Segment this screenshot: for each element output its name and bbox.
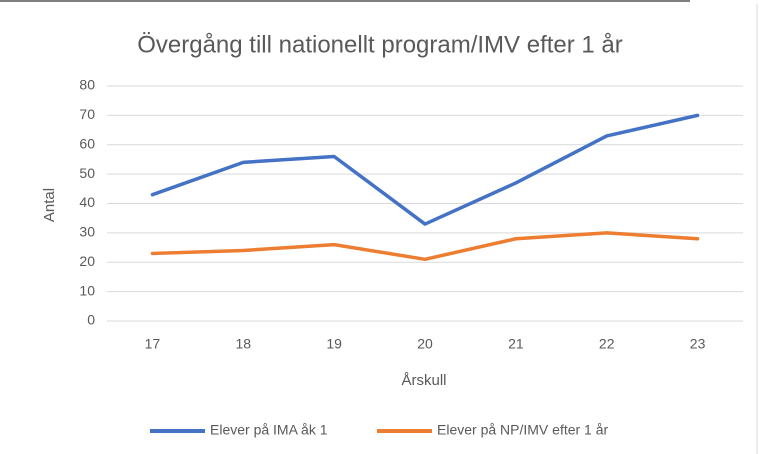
legend-label: Elever på NP/IMV efter 1 år — [437, 422, 609, 438]
y-tick-label: 40 — [79, 194, 95, 210]
x-tick-label: 17 — [145, 336, 161, 352]
y-tick-label: 80 — [79, 77, 95, 93]
x-tick-label: 21 — [508, 336, 524, 352]
y-tick-label: 70 — [79, 106, 95, 122]
chart-title: Övergång till nationellt program/IMV eft… — [137, 31, 623, 58]
y-tick-label: 60 — [79, 135, 95, 151]
y-tick-label: 30 — [79, 224, 95, 240]
legend-label: Elever på IMA åk 1 — [210, 422, 328, 438]
x-tick-label: 18 — [235, 336, 251, 352]
series-line — [150, 113, 700, 226]
y-tick-label: 20 — [79, 253, 95, 269]
x-tick-label: 22 — [599, 336, 615, 352]
x-axis-label: Årskull — [401, 372, 446, 389]
series-line — [150, 231, 700, 262]
y-tick-label: 0 — [87, 312, 95, 328]
x-tick-label: 20 — [417, 336, 433, 352]
x-tick-label: 23 — [690, 336, 706, 352]
x-tick-label: 19 — [326, 336, 342, 352]
y-tick-label: 50 — [79, 165, 95, 181]
y-axis-label: Antal — [41, 188, 58, 222]
y-tick-label: 10 — [79, 282, 95, 298]
